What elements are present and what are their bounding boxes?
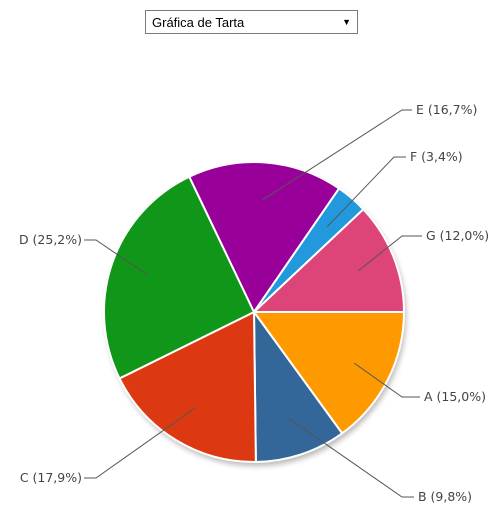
slice-label-e: E (16,7%) [416,102,477,117]
pie-slice-a[interactable] [252,311,406,435]
slice-label-a: A (15,0%) [424,389,486,404]
leader-line-a [353,362,420,398]
pie-slice-b[interactable] [252,308,344,464]
pie-slice-c[interactable] [118,310,257,463]
pie-slice-d[interactable] [102,175,256,380]
chart-type-select-value: Gráfica de Tarta [152,14,245,30]
leader-line-d [84,239,148,276]
slice-label-c: C (17,9%) [20,470,82,485]
pie-slice-g[interactable] [251,207,406,313]
leader-line-c [84,407,196,479]
slice-label-b: B (9,8%) [418,489,472,504]
leader-line-f [326,156,406,228]
leader-line-e [262,109,412,201]
slice-label-d: D (25,2%) [19,232,82,247]
pie-slice-e[interactable] [187,161,341,314]
chart-type-select[interactable]: Gráfica de Tarta ▼ [145,10,358,34]
dropdown-arrow-icon: ▼ [342,17,351,27]
slice-label-g: G (12,0%) [426,228,489,243]
slice-label-f: F (3,4%) [410,149,463,164]
leader-line-g [358,235,422,271]
leader-line-b [289,418,414,498]
